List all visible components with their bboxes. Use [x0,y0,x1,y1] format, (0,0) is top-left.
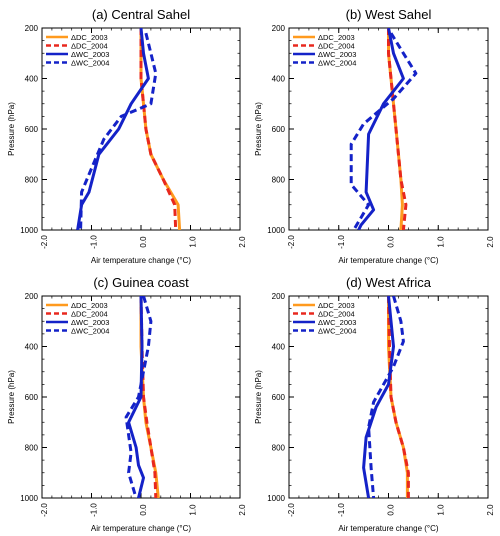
y-tick-label: 400 [272,343,286,352]
x-tick-label: -2.0 [287,503,296,517]
y-tick-label: 600 [25,125,39,134]
series-line-dc-2004 [387,296,410,498]
y-tick-label: 400 [272,75,286,84]
y-axis-label: Pressure (hPa) [254,370,263,424]
y-axis-label: Pressure (hPa) [7,370,16,424]
series-line-wc-2004 [349,32,418,230]
x-tick-label: 0.0 [387,504,396,516]
legend-label: ΔWC_2003 [71,50,109,59]
series-line-wc-2003 [357,28,405,230]
y-tick-label: 200 [25,24,39,33]
series-line-wc-2004 [79,32,158,230]
legend-label: ΔWC_2004 [318,58,356,67]
x-tick-label: -1.0 [337,235,346,249]
panel-title: (b) West Sahel [346,7,432,22]
y-tick-label: 1000 [267,494,285,503]
legend-label: ΔDC_2003 [71,33,108,42]
legend-label: ΔWC_2003 [71,318,109,327]
x-tick-label: 2.0 [238,504,247,516]
x-tick-label: 1.0 [189,504,198,516]
y-tick-label: 1000 [20,226,38,235]
x-tick-label: 0.0 [139,504,148,516]
panel-3: (c) Guinea coast -2.0 -1.0 0.0 1.0 2.0 200 400 6… [7,275,247,533]
legend-label: ΔWC_2004 [71,58,109,67]
y-tick-label: 600 [272,125,286,134]
legend-label: ΔDC_2004 [318,41,355,50]
legend-label: ΔWC_2003 [318,50,356,59]
x-tick-label: 0.0 [139,236,148,248]
panel-2: (b) West Sahel -2.0 -1.0 0.0 1.0 2.0 200 400 600… [254,7,495,265]
legend-label: ΔDC_2004 [318,309,355,318]
x-axis-label: Air temperature change (°C) [338,524,438,533]
x-tick-label: -2.0 [40,235,49,249]
y-tick-label: 200 [272,292,286,301]
y-tick-label: 400 [25,343,39,352]
legend-label: ΔDC_2003 [318,301,355,310]
legend-label: ΔDC_2004 [71,41,108,50]
x-tick-label: -2.0 [40,503,49,517]
series-line-wc-2003 [362,296,395,498]
panel-title: (d) West Africa [346,275,432,290]
x-tick-label: 1.0 [436,504,445,516]
x-axis-label: Air temperature change (°C) [91,524,191,533]
y-tick-label: 800 [25,176,39,185]
x-tick-label: 0.0 [387,236,396,248]
series-line-dc-2004 [387,28,408,230]
x-tick-label: 1.0 [436,236,445,248]
y-tick-label: 600 [272,393,286,402]
x-tick-label: 2.0 [486,504,495,516]
series-line-wc-2003 [76,28,150,230]
legend-label: ΔDC_2004 [71,309,108,318]
x-tick-label: -1.0 [90,503,99,517]
y-tick-label: 200 [272,24,286,33]
legend-label: ΔDC_2003 [71,301,108,310]
x-tick-label: -1.0 [90,235,99,249]
x-axis-label: Air temperature change (°C) [91,256,191,265]
y-tick-label: 800 [25,444,39,453]
y-tick-label: 200 [25,292,39,301]
x-tick-label: 2.0 [238,236,247,248]
y-tick-label: 800 [272,176,286,185]
x-tick-label: -2.0 [287,235,296,249]
series-line-wc-2004 [124,296,153,498]
y-tick-label: 1000 [267,226,285,235]
y-axis-label: Pressure (hPa) [7,102,16,156]
legend-label: ΔDC_2003 [318,33,355,42]
y-tick-label: 600 [25,393,39,402]
series-line-wc-2004 [367,296,405,498]
legend-label: ΔWC_2004 [71,326,109,335]
series-line-wc-2003 [127,296,145,498]
y-axis-label: Pressure (hPa) [254,102,263,156]
panel-title: (a) Central Sahel [92,7,190,22]
panel-1: (a) Central Sahel -2.0 -1.0 0.0 1.0 2.0 200 400… [7,7,247,265]
x-tick-label: -1.0 [337,503,346,517]
legend-label: ΔWC_2003 [318,318,356,327]
panel-title: (c) Guinea coast [93,275,189,290]
y-tick-label: 800 [272,444,286,453]
legend-label: ΔWC_2004 [318,326,356,335]
y-tick-label: 400 [25,75,39,84]
x-tick-label: 1.0 [189,236,198,248]
x-tick-label: 2.0 [486,236,495,248]
panel-4: (d) West Africa -2.0 -1.0 0.0 1.0 2.0 200 400 60… [254,275,495,533]
y-tick-label: 1000 [20,494,38,503]
series-line-dc-2004 [139,28,178,230]
x-axis-label: Air temperature change (°C) [338,256,438,265]
